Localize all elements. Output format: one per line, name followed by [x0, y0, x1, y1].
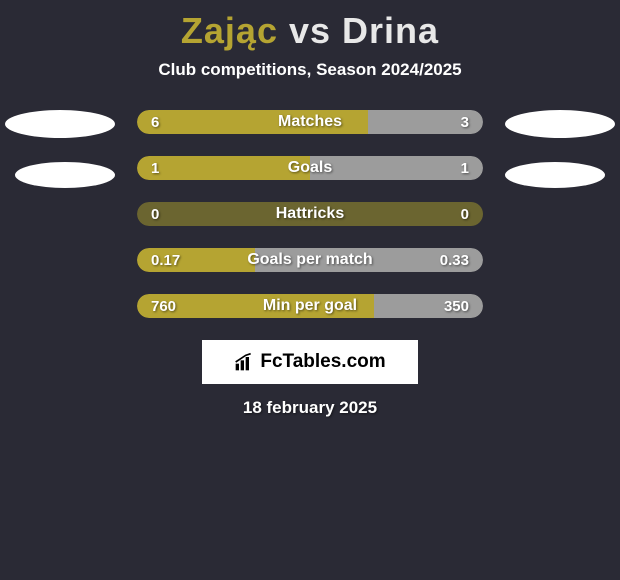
- stats-area: 63Matches 11Goals 00Hattricks 0.170.33Goals…: [0, 110, 620, 318]
- bar-label: Min per goal: [137, 297, 483, 315]
- main-container: Zając vs Drina Club competitions, Season…: [0, 0, 620, 428]
- stat-bar: 63Matches: [137, 110, 483, 134]
- subtitle: Club competitions, Season 2024/2025: [0, 60, 620, 80]
- bar-label: Goals per match: [137, 251, 483, 269]
- chart-icon: [234, 352, 254, 372]
- stat-row: 11Goals: [0, 156, 620, 180]
- vs-text: vs: [278, 10, 342, 51]
- stat-row: 63Matches: [0, 110, 620, 134]
- player1-name: Zając: [181, 10, 278, 51]
- stat-bars-list: 63Matches 11Goals 00Hattricks 0.170.33Goals…: [0, 110, 620, 318]
- bar-label: Matches: [137, 113, 483, 131]
- page-title: Zając vs Drina: [0, 10, 620, 52]
- date-text: 18 february 2025: [0, 398, 620, 418]
- stat-bar: 00Hattricks: [137, 202, 483, 226]
- stat-bar: 0.170.33Goals per match: [137, 248, 483, 272]
- brand-box[interactable]: FcTables.com: [202, 340, 418, 384]
- bar-label: Goals: [137, 159, 483, 177]
- stat-bar: 760350Min per goal: [137, 294, 483, 318]
- stat-row: 760350Min per goal: [0, 294, 620, 318]
- stat-row: 00Hattricks: [0, 202, 620, 226]
- player2-name: Drina: [342, 10, 439, 51]
- stat-row: 0.170.33Goals per match: [0, 248, 620, 272]
- stat-bar: 11Goals: [137, 156, 483, 180]
- brand-text: FcTables.com: [260, 351, 385, 373]
- bar-label: Hattricks: [137, 205, 483, 223]
